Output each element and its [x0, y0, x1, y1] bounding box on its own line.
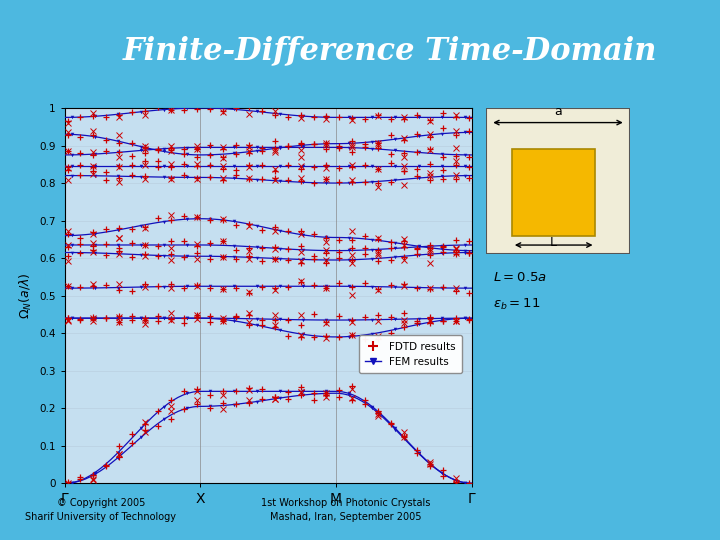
Text: $L=0.5a$: $L=0.5a$ — [493, 271, 547, 284]
Text: a: a — [554, 105, 562, 118]
Text: Finite-Difference Time-Domain: Finite-Difference Time-Domain — [122, 35, 657, 66]
Text: © Copyright 2005
Sharif University of Technology: © Copyright 2005 Sharif University of Te… — [25, 498, 176, 522]
Legend: FDTD results, FEM results: FDTD results, FEM results — [359, 335, 462, 373]
Text: $\varepsilon_b=11$: $\varepsilon_b=11$ — [493, 296, 541, 312]
Y-axis label: $\Omega_N(a/\lambda)$: $\Omega_N(a/\lambda)$ — [17, 272, 34, 319]
Text: L: L — [550, 237, 557, 249]
Text: 1st Workshop on Photonic Crystals
Mashad, Iran, September 2005: 1st Workshop on Photonic Crystals Mashad… — [261, 498, 431, 522]
Bar — [512, 149, 595, 237]
